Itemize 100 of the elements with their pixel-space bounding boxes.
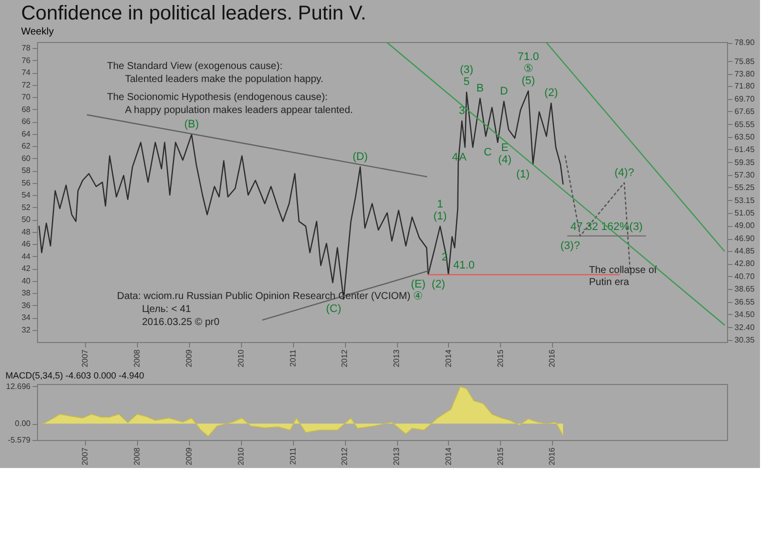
y-tick-label: 12.696 (6, 382, 32, 391)
y2-tick-label: 69.70 (734, 94, 756, 104)
x-tick-label: 2008 (132, 446, 142, 466)
y2-tick-label: 65.55 (734, 120, 756, 129)
annotation: 71.0 (518, 50, 540, 63)
annotation: ④ (413, 290, 424, 303)
annotation: The Socionomic Hypothesis (endogenous cause): (107, 92, 328, 103)
y-tick-label: 52 (22, 202, 32, 212)
y2-tick-label: 51.05 (734, 208, 756, 218)
chart-subtitle: Weekly (21, 26, 54, 38)
x-tick-label: 2013 (392, 348, 402, 368)
y2-tick-label: 71.80 (734, 82, 756, 91)
annotation: (2) (544, 87, 558, 100)
annotation: The Standard View (exogenous cause): (107, 61, 282, 72)
y-tick-label: 72 (22, 80, 32, 90)
y2-tick-label: 67.65 (734, 106, 756, 116)
annotation: B (476, 82, 484, 94)
x-tick-label: 2011 (288, 348, 298, 367)
y-tick-label: 58 (22, 166, 32, 176)
y-tick-label: 78 (22, 44, 32, 53)
annotation: C (484, 146, 492, 158)
annotation: (C) (326, 303, 342, 316)
y2-tick-label: 40.70 (734, 272, 756, 281)
annotation: (4) (498, 154, 512, 166)
annotation: (1) (433, 210, 447, 222)
y2-tick-label: 36.55 (734, 297, 756, 306)
y2-tick-label: 78.90 (734, 38, 756, 48)
annotation: (3)? (560, 240, 580, 252)
y-tick-label: 54 (22, 190, 32, 200)
y-tick-label: 56 (22, 178, 32, 188)
y2-tick-label: 30.35 (734, 335, 756, 344)
y2-tick-label: 63.50 (734, 132, 756, 142)
x-tick-label: 2012 (340, 446, 350, 466)
x-tick-label: 2011 (288, 446, 298, 465)
x-tick-label: 2016 (548, 446, 557, 466)
y-tick-label: 50 (22, 215, 32, 224)
x-tick-label: 2010 (236, 348, 246, 368)
x-tick-label: 2007 (80, 446, 90, 466)
annotation: (3) (460, 64, 474, 76)
y2-tick-label: 38.65 (734, 284, 756, 294)
annotation: ⑤ (523, 62, 534, 75)
y-tick-label: 36 (22, 300, 32, 310)
annotation: 3 (458, 104, 465, 117)
chart-title: MACD(5,34,5) -4.603 0.000 -4.940 (6, 370, 144, 380)
y2-tick-label: 34.50 (734, 310, 756, 319)
annotation: 5 (464, 76, 470, 88)
annotation: A happy population makes leaders appear talented. (125, 105, 353, 116)
y2-tick-label: 53.15 (734, 196, 756, 205)
y-tick-label: 40 (22, 276, 32, 286)
y-tick-label: 42 (22, 264, 32, 274)
y-tick-label: 70 (22, 92, 32, 102)
y2-tick-label: 46.90 (734, 234, 756, 244)
y-tick-label: 34 (22, 313, 32, 322)
annotation: 4 (452, 151, 458, 164)
annotation: D (500, 85, 508, 98)
y2-tick-label: 42.80 (734, 259, 756, 268)
chart-title: Confidence in political leaders. Putin V. (21, 2, 366, 25)
annotation: (E) (410, 278, 426, 291)
y-tick-label: 60 (22, 154, 32, 163)
x-tick-label: 2013 (392, 446, 402, 466)
x-tick-label: 2015 (496, 446, 505, 466)
y2-tick-label: 59.35 (734, 158, 756, 167)
annotation: 2016.03.25 © pr0 (142, 317, 220, 328)
y-tick-label: 62 (22, 142, 32, 151)
annotation: (4)? (614, 166, 634, 179)
y2-tick-label: 73.80 (734, 69, 756, 78)
x-tick-label: 2008 (132, 348, 142, 368)
annotation: E (501, 142, 508, 154)
annotation: Talented leaders make the population happy. (125, 74, 324, 85)
y-tick-label: 44 (22, 252, 32, 261)
y-tick-label: 64 (22, 129, 32, 138)
annotation: 41.0 (453, 260, 475, 272)
annotation: A (459, 151, 468, 164)
y2-tick-label: 75.85 (734, 56, 756, 66)
y-tick-label: 74 (22, 68, 32, 78)
annotation: (B) (184, 118, 199, 130)
y-tick-label: -5.579 (8, 436, 32, 444)
y-tick-label: 66 (22, 117, 32, 126)
annotation: (D) (352, 150, 368, 163)
annotation: 1 (437, 198, 444, 210)
y2-tick-label: 32.40 (734, 322, 756, 332)
y-tick-label: 46 (22, 240, 32, 249)
x-tick-label: 2014 (444, 348, 453, 368)
annotation: Цель: < 41 (142, 304, 192, 315)
x-tick-label: 2012 (340, 348, 350, 368)
y2-tick-label: 61.45 (734, 144, 756, 154)
y-tick-label: 38 (22, 288, 32, 298)
x-tick-label: 2016 (548, 348, 557, 368)
y2-tick-label: 57.30 (734, 170, 756, 180)
y-tick-label: 68 (22, 104, 32, 114)
y-tick-label: 48 (22, 227, 32, 236)
y-tick-label: 0.00 (14, 419, 32, 428)
x-tick-label: 2009 (184, 446, 194, 466)
x-tick-label: 2009 (184, 348, 194, 368)
annotation: (5) (522, 74, 536, 87)
x-tick-label: 2007 (80, 348, 90, 368)
y-tick-label: 32 (22, 325, 32, 334)
x-tick-label: 2015 (496, 348, 505, 368)
y-tick-label: 76 (22, 56, 32, 65)
annotation: (1) (516, 168, 530, 180)
